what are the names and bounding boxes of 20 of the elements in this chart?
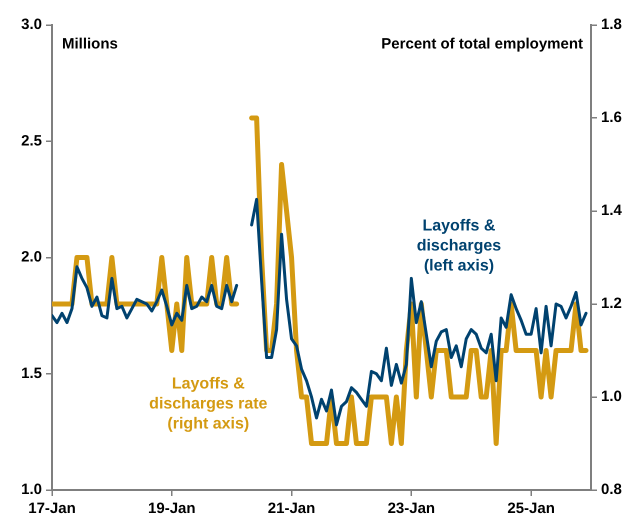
x-tick-label: 17-Jan — [28, 500, 76, 518]
x-tick-label: 19-Jan — [148, 500, 196, 518]
y-tick-label: 2.0 — [21, 248, 42, 266]
x-tick-label: 21-Jan — [268, 500, 316, 518]
y-axis-title: Millions — [62, 36, 118, 53]
y2-tick-label: 1.4 — [601, 202, 623, 220]
series-label: Layoffs & discharges (left axis) — [416, 217, 502, 274]
y2-tick-label: 0.8 — [601, 481, 622, 498]
y-tick-label: 1.0 — [21, 481, 42, 498]
x-tick-label: 25-Jan — [507, 500, 555, 518]
y2-tick-label: 1.6 — [601, 109, 622, 126]
y-tick-label: 3.0 — [21, 16, 42, 34]
y-tick-label: 2.5 — [21, 132, 42, 150]
y-tick-label: 1.5 — [21, 364, 42, 382]
y2-tick-label: 1.2 — [601, 295, 622, 312]
x-tick-label: 23-Jan — [388, 500, 436, 518]
series-label: Layoffs & discharges rate (right axis) — [149, 375, 268, 432]
y2-tick-label: 1.8 — [601, 16, 622, 34]
y2-tick-label: 1.0 — [601, 388, 622, 406]
y2-axis-title: Percent of total employment — [381, 36, 584, 53]
